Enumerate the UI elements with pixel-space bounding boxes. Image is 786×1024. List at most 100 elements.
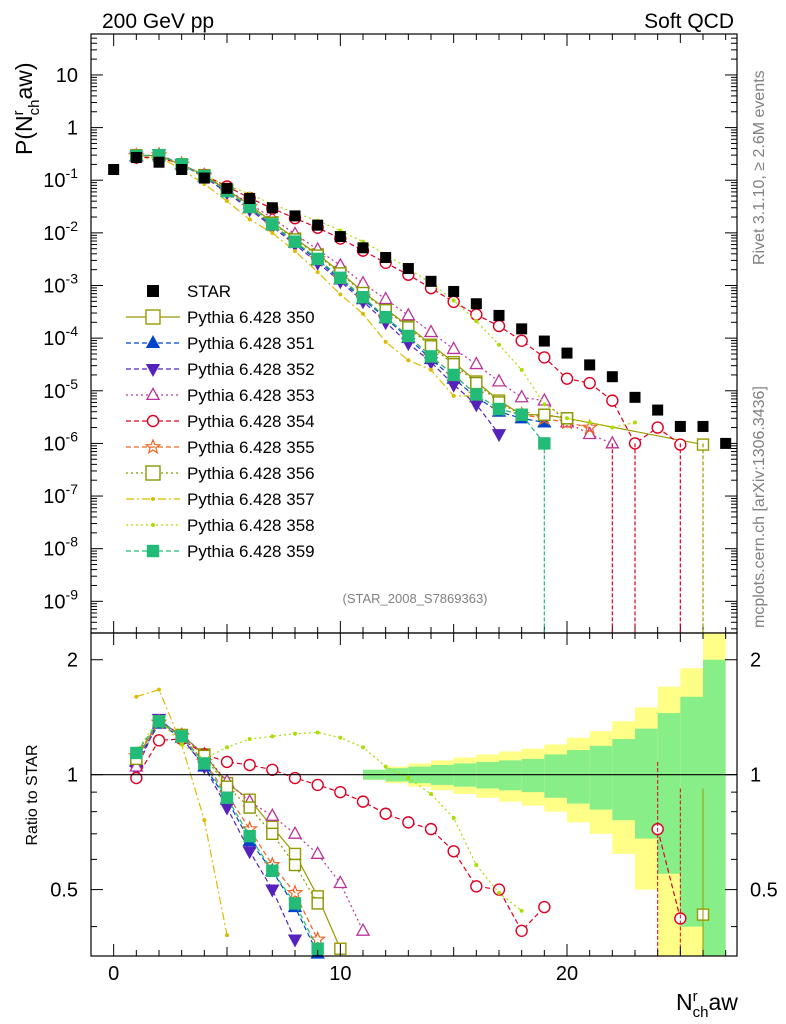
star-point: [606, 371, 618, 383]
data-point: [492, 319, 506, 333]
ratio-point: [152, 734, 166, 747]
x-tick-label: 10: [329, 963, 351, 985]
ratio-point: [270, 734, 275, 739]
ratio-line: [135, 720, 319, 904]
data-point: [424, 350, 438, 363]
data-point: [315, 270, 320, 275]
xlabel-base: N: [676, 989, 693, 1015]
band-inner: [544, 754, 567, 798]
data-point: [470, 376, 483, 390]
ratio-point: [338, 735, 343, 740]
data-point: [383, 339, 388, 344]
series-354: [130, 151, 687, 451]
ratio-point: [356, 795, 370, 808]
header-right: Soft QCD: [644, 10, 734, 33]
ratio-point: [225, 745, 229, 750]
data-point: [633, 420, 637, 425]
ratio-353: [129, 713, 371, 936]
star-point: [312, 219, 324, 231]
data-point: [491, 429, 507, 443]
data-point: [583, 376, 596, 390]
y-tick-label: 10-4: [43, 323, 78, 350]
ratio-point: [519, 908, 524, 913]
star-point: [198, 172, 210, 184]
main-ylabel: P(Nrchaw): [10, 62, 43, 155]
ratio-point: [220, 780, 234, 793]
data-point: [474, 319, 479, 324]
legend-label: STAR: [187, 282, 231, 301]
data-point: [610, 425, 615, 430]
legend-marker: [147, 285, 159, 297]
ratio-line: [136, 688, 228, 936]
ratio-y-tick-label: 1: [67, 765, 78, 787]
ratio-point: [286, 884, 304, 901]
legend-label: Pythia 6.428 350: [187, 308, 315, 327]
data-point: [538, 408, 551, 421]
band-inner: [612, 739, 635, 821]
y-tick-label: 10-8: [43, 534, 78, 561]
ratio-y-tick-label: 0.5: [50, 880, 78, 902]
y-tick-label: 10: [56, 65, 78, 87]
star-point: [357, 242, 369, 254]
rivet-label: Rivet 3.1.10, ≥ 2.6M events: [751, 70, 768, 265]
main-ylabel-sub: ch: [26, 100, 43, 116]
data-point: [542, 402, 547, 407]
band-inner: [499, 760, 522, 791]
star-point: [130, 152, 142, 164]
ratio-y-tick-label-right: 0.5: [750, 880, 778, 902]
ratio-axes: 0.5 0.51 12 20 10 20: [50, 632, 778, 985]
ratio-y-tick-label-right: 1: [750, 765, 761, 787]
y-tick-label: 10-3: [43, 270, 78, 297]
data-point: [497, 342, 501, 347]
data-point: [514, 389, 529, 403]
legend-marker: [145, 465, 161, 481]
legend-marker: [145, 309, 161, 325]
ratio-point: [152, 715, 166, 728]
data-point: [429, 367, 433, 372]
data-point: [356, 290, 370, 304]
star-point: [493, 309, 505, 321]
data-point: [423, 324, 439, 338]
legend-marker: [145, 335, 161, 349]
star-point: [402, 263, 414, 275]
star-point: [153, 156, 165, 168]
legend-label: Pythia 6.428 354: [187, 412, 315, 431]
header-left: 200 GeV pp: [102, 10, 214, 33]
ratio-point: [243, 758, 256, 772]
ratio-line: [135, 717, 523, 912]
xlabel: Nr chaw: [676, 988, 738, 1021]
ratio-y-tick-label: 2: [67, 650, 78, 672]
analysis-id-label: (STAR_2008_S7869363): [342, 591, 487, 606]
data-point: [334, 271, 347, 285]
star-point: [584, 359, 596, 371]
legend: STAR Pythia 6.428 350 Pythia 6.428 351 Pyth…: [126, 282, 315, 561]
ratio-point: [288, 897, 302, 910]
ratio-line: [135, 720, 341, 949]
data-point: [560, 372, 574, 385]
ratio-358: [134, 716, 524, 913]
data-point: [492, 402, 506, 416]
ratio-point: [175, 730, 188, 743]
legend-label: Pythia 6.428 355: [187, 438, 315, 457]
band-inner: [521, 758, 545, 793]
band-inner: [703, 659, 726, 956]
ratio-point: [225, 933, 229, 938]
star-point: [425, 275, 437, 287]
x-tick-label: 0: [108, 963, 119, 985]
legend-marker: [144, 438, 162, 455]
legend-label: Pythia 6.428 359: [187, 542, 315, 561]
data-point: [451, 393, 456, 398]
ratio-point: [287, 825, 303, 839]
band-inner: [657, 713, 681, 874]
ratio-frame-box: [90, 632, 738, 957]
ratio-point: [379, 807, 392, 820]
data-point: [469, 356, 484, 370]
data-point: [587, 420, 592, 425]
data-point: [581, 418, 599, 435]
data-point: [447, 368, 460, 382]
data-point: [293, 249, 297, 254]
ratio-point: [265, 884, 280, 898]
ratio-point: [219, 802, 235, 816]
ratio-point: [179, 742, 184, 747]
